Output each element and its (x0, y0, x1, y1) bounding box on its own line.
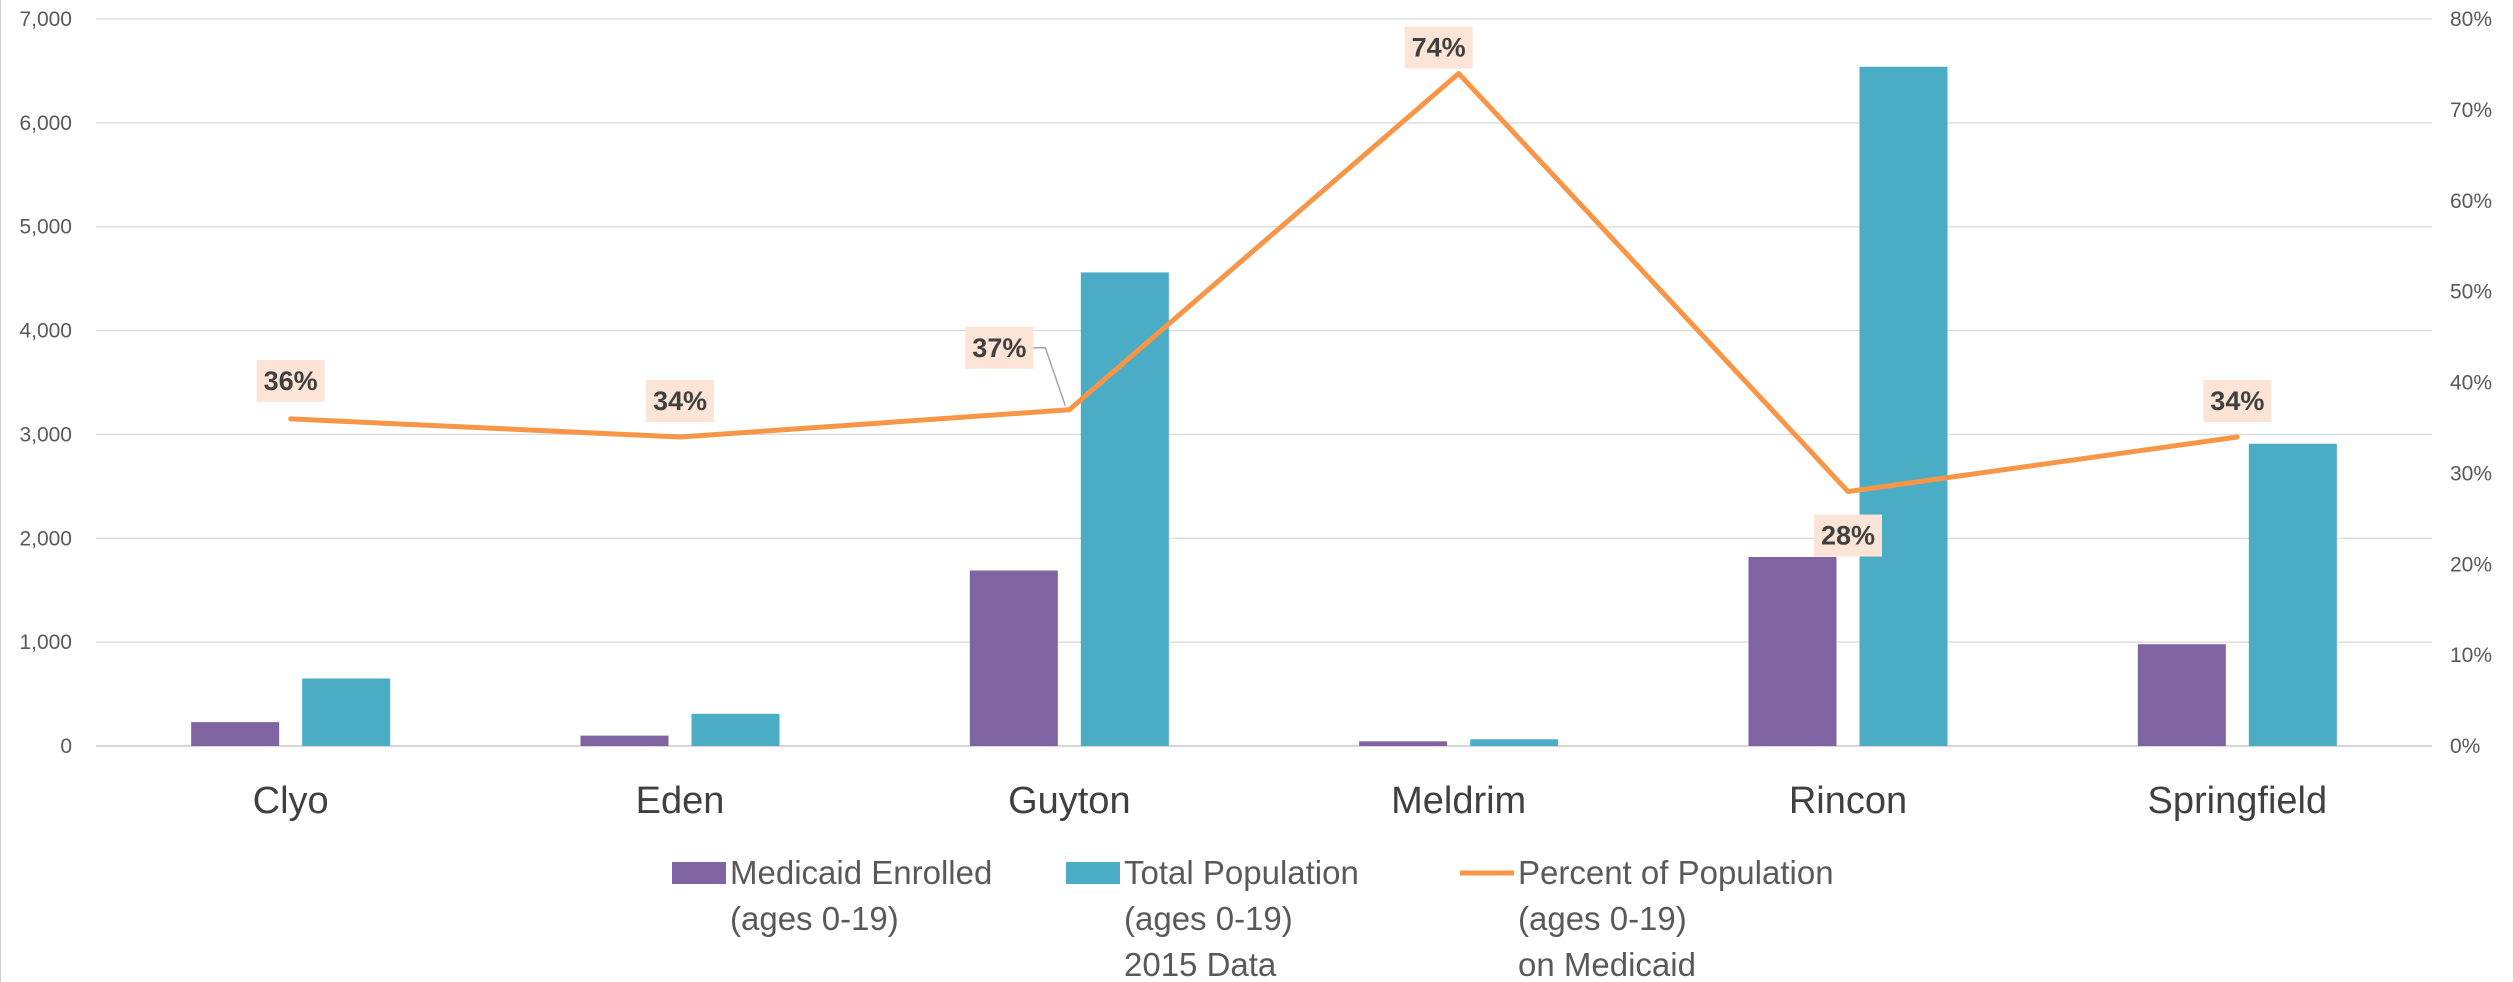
left-tick-label: 5,000 (19, 216, 72, 239)
bar-total-population (1859, 66, 1948, 746)
data-label: 28% (1821, 521, 1875, 551)
bar-medicaid-enrolled (580, 735, 669, 746)
bar-total-population (1470, 739, 1559, 746)
legend-label: (ages 0-19) (1124, 900, 1293, 937)
category-label: Meldrim (1391, 780, 1526, 822)
category-label: Clyo (253, 780, 329, 822)
right-tick-label: 50% (2450, 281, 2492, 304)
data-label-box (2203, 380, 2272, 423)
legend-swatch (1066, 862, 1120, 884)
label-leader-line (1033, 347, 1067, 407)
category-label: Guyton (1008, 780, 1131, 822)
legend-label: (ages 0-19) (730, 900, 899, 937)
right-tick-label: 80% (2450, 8, 2492, 31)
bar-medicaid-enrolled (191, 722, 280, 746)
data-label: 36% (264, 366, 318, 396)
bar-medicaid-enrolled (2137, 644, 2226, 746)
legend-label: Percent of Population (1518, 854, 1834, 891)
category-label: Rincon (1789, 780, 1907, 822)
right-tick-label: 40% (2450, 372, 2492, 395)
category-label: Springfield (2148, 780, 2328, 822)
legend-label: 2015 Data (1124, 946, 1277, 982)
left-tick-label: 3,000 (19, 423, 72, 446)
right-y-axis: 0% 10% 20% 30% 40% 50% 60% 70% 80% (2450, 8, 2492, 758)
legend-label: (ages 0-19) (1518, 900, 1687, 937)
data-label: 34% (2210, 386, 2264, 416)
legend-label: Medicaid Enrolled (730, 854, 992, 891)
legend-label: Total Population (1124, 854, 1359, 891)
right-tick-label: 0% (2450, 735, 2480, 758)
right-tick-label: 10% (2450, 644, 2492, 667)
bar-medicaid-enrolled (1359, 741, 1448, 746)
bar-total-population (2248, 443, 2337, 746)
right-tick-label: 20% (2450, 553, 2492, 576)
line-percent-on-medicaid (288, 71, 2240, 495)
percent-line (288, 71, 2240, 495)
legend: Medicaid Enrolled (ages 0-19) Total Popula… (672, 854, 1834, 982)
data-label-box (646, 380, 714, 423)
category-label: Eden (636, 780, 725, 822)
data-label-box (965, 326, 1034, 369)
bar-total-population (1080, 272, 1169, 746)
bar-medicaid-enrolled (1748, 556, 1837, 746)
legend-label: on Medicaid (1518, 946, 1696, 982)
gridlines (96, 18, 2432, 747)
bars (191, 66, 2337, 746)
left-y-axis: 0 1,000 2,000 3,000 4,000 5,000 6,000 7,000 (19, 8, 72, 758)
data-label-box (1814, 514, 1882, 557)
data-label: 74% (1412, 33, 1466, 63)
left-tick-label: 0 (60, 735, 72, 758)
legend-swatch (672, 862, 726, 884)
category-axis: Clyo Eden Guyton Meldrim Rincon Springfield (253, 780, 2327, 822)
bar-total-population (691, 713, 780, 746)
left-tick-label: 6,000 (19, 112, 72, 135)
right-tick-label: 30% (2450, 462, 2492, 485)
left-tick-label: 1,000 (19, 631, 72, 654)
data-label-box (1404, 26, 1473, 69)
data-labels: 36% 34% 37% 74% 28% 34% (256, 26, 2272, 557)
data-label-box (256, 359, 325, 402)
left-tick-label: 2,000 (19, 527, 72, 550)
left-tick-label: 7,000 (19, 8, 72, 31)
right-tick-label: 70% (2450, 99, 2492, 122)
right-tick-label: 60% (2450, 190, 2492, 213)
data-label: 34% (653, 386, 707, 416)
data-label: 37% (972, 333, 1026, 363)
bar-total-population (302, 678, 391, 746)
left-tick-label: 4,000 (19, 320, 72, 343)
bar-medicaid-enrolled (969, 570, 1058, 746)
